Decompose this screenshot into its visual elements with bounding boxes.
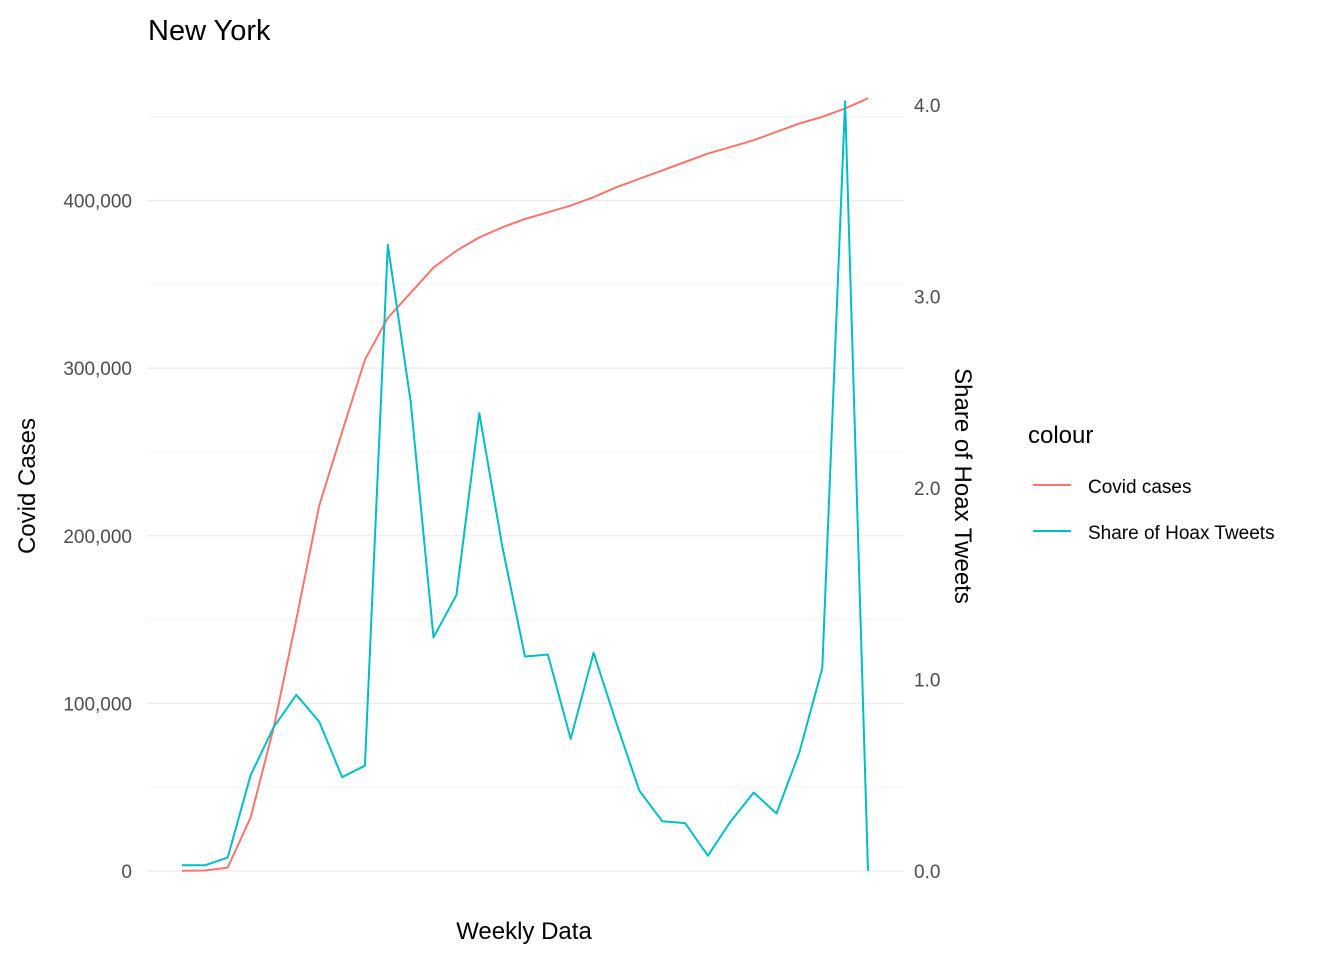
y-axis-title: Covid Cases: [14, 418, 41, 554]
y2-tick-label: 2.0: [914, 479, 940, 500]
y2-axis-title: Share of Hoax Tweets: [949, 368, 976, 604]
x-axis-title: Weekly Data: [456, 918, 592, 945]
y2-tick-label: 4.0: [914, 96, 940, 117]
legend-label-covid-cases: Covid cases: [1088, 477, 1192, 498]
y-tick-label: 200,000: [63, 527, 132, 548]
y2-tick-label: 0.0: [914, 862, 940, 883]
y2-tick-label: 3.0: [914, 288, 940, 309]
y2-tick-label: 1.0: [914, 671, 940, 692]
series-lines: [181, 97, 869, 872]
legend: colour Covid cases Share of Hoax Tweets: [1028, 422, 1275, 544]
series-line-covid-cases: [181, 97, 869, 872]
legend-label-share-of-hoax-tweets: Share of Hoax Tweets: [1088, 523, 1275, 544]
y-tick-label: 100,000: [63, 694, 132, 715]
y-tick-label: 0: [121, 862, 132, 883]
y-tick-label: 400,000: [63, 192, 132, 213]
y-tick-label: 300,000: [63, 359, 132, 380]
grid: [148, 116, 904, 872]
chart-title: New York: [148, 15, 271, 47]
series-line-share-of-hoax-tweets: [182, 100, 869, 872]
y-axis-left: 0 100,000 200,000 300,000 400,000: [63, 192, 132, 883]
legend-title: colour: [1028, 422, 1093, 449]
y-axis-right: 0.0 1.0 2.0 3.0 4.0: [914, 96, 940, 883]
